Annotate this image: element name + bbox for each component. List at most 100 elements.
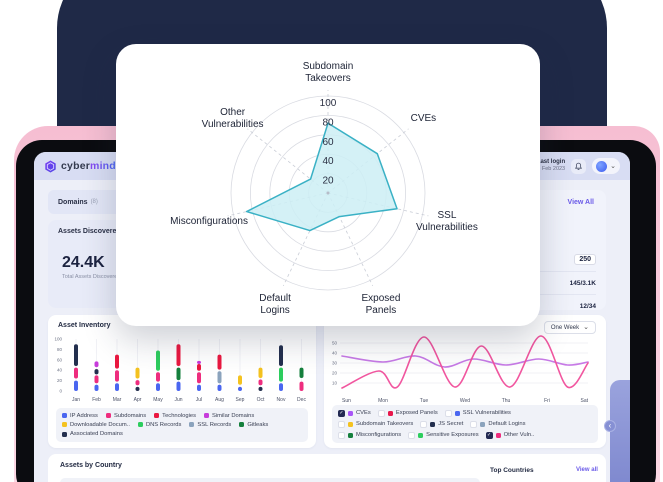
chevron-down-icon: ⌄ bbox=[610, 162, 616, 170]
trend-legend-item[interactable]: ✓ CVEs bbox=[338, 409, 371, 417]
legend-color-dot bbox=[204, 413, 210, 419]
svg-text:Tue: Tue bbox=[420, 398, 429, 404]
checkbox-checked[interactable]: ✓ bbox=[485, 431, 493, 439]
checkbox-unchecked[interactable] bbox=[408, 431, 416, 439]
trend-legend-item[interactable]: JS Secret bbox=[420, 420, 463, 428]
brand-logo: cybermindr bbox=[44, 159, 121, 173]
checkbox-checked[interactable]: ✓ bbox=[338, 409, 345, 417]
user-menu[interactable]: ⌄ bbox=[592, 158, 620, 174]
inventory-legend-item: Technologies bbox=[154, 413, 196, 419]
trend-legend-item[interactable]: ✓ Other Vuln.. bbox=[485, 431, 534, 439]
risk-radar-overlay-card: 20 40 60 80 100 Subdomain Takeovers CVEs SSL Vuln… bbox=[116, 44, 540, 326]
legend-label: Sensitive Exposures bbox=[426, 432, 479, 438]
trend-legend-item[interactable]: Misconfigurations bbox=[338, 431, 402, 439]
svg-text:40: 40 bbox=[322, 156, 334, 167]
legend-color-dot bbox=[430, 421, 436, 427]
radar-axis-label: Subdomain Takeovers bbox=[303, 61, 354, 84]
svg-text:Mar: Mar bbox=[113, 397, 122, 403]
svg-text:Oct: Oct bbox=[257, 397, 265, 403]
svg-text:30: 30 bbox=[332, 361, 338, 366]
inventory-legend-item: Downloadable Docum.. bbox=[62, 422, 130, 428]
asset-inventory-legend: IP Address Subdomains Technologies Similar … bbox=[56, 408, 308, 442]
radar-axis-label: Misconfigurations bbox=[170, 216, 248, 227]
svg-text:May: May bbox=[153, 397, 163, 403]
legend-color-dot bbox=[239, 422, 245, 428]
legend-label: Associated Domains bbox=[70, 431, 123, 438]
trend-legend-item[interactable]: SSL Vulnerabilities bbox=[444, 409, 511, 417]
legend-color-dot bbox=[348, 421, 353, 427]
svg-text:40: 40 bbox=[57, 368, 63, 373]
chevron-down-icon: ⌄ bbox=[583, 324, 589, 331]
legend-label: Misconfigurations bbox=[356, 432, 402, 438]
svg-text:Fri: Fri bbox=[544, 398, 550, 404]
domains-label: Domains bbox=[58, 198, 88, 206]
trend-legend-item[interactable]: Sensitive Exposures bbox=[408, 431, 479, 439]
checkbox-unchecked[interactable] bbox=[338, 420, 345, 428]
svg-text:Dec: Dec bbox=[297, 397, 306, 403]
last-login-label: Last login bbox=[536, 158, 566, 165]
domains-count: (8) bbox=[90, 199, 98, 205]
asset-inventory-bar-chart: 0 20 40 60 80 100 Jan Feb Mar Apr May Jun Jul Aug Sep O… bbox=[54, 337, 306, 404]
radar-axis-label: Other Vulnerabilities bbox=[202, 107, 264, 130]
avatar bbox=[596, 160, 608, 172]
svg-text:40: 40 bbox=[332, 351, 338, 356]
inventory-legend-item: DNS Records bbox=[137, 421, 182, 428]
brand-suffix: mindr bbox=[90, 160, 121, 172]
trend-legend-item[interactable]: Default Logins bbox=[470, 420, 525, 428]
legend-label: SSL Records bbox=[197, 421, 232, 428]
svg-text:Thu: Thu bbox=[502, 398, 511, 404]
checkbox-unchecked[interactable] bbox=[470, 420, 478, 428]
inventory-legend-item: SSL Records bbox=[189, 422, 231, 428]
svg-text:Sun: Sun bbox=[342, 398, 351, 404]
checkbox-unchecked[interactable] bbox=[444, 409, 452, 417]
top-countries-view-all-link[interactable]: View all bbox=[576, 467, 598, 473]
legend-label: Gitleaks bbox=[247, 421, 269, 428]
trend-legend-item[interactable]: Subdomain Takeovers bbox=[338, 420, 414, 428]
legend-color-dot bbox=[387, 410, 393, 416]
range-dropdown-value: One Week bbox=[550, 324, 580, 331]
assets-by-country-title: Assets by Country bbox=[60, 462, 122, 469]
svg-text:20: 20 bbox=[57, 378, 63, 383]
inventory-legend-item: Associated Domains bbox=[62, 431, 123, 437]
bell-icon bbox=[575, 162, 583, 170]
svg-text:Wed: Wed bbox=[460, 398, 470, 404]
legend-label: Similar Domains bbox=[212, 412, 255, 419]
svg-text:100: 100 bbox=[320, 98, 337, 109]
inventory-legend-item: Gitleaks bbox=[239, 422, 268, 428]
trend-legend: ✓ CVEs Exposed Panels SSL Vulnerabilities Su… bbox=[332, 405, 598, 443]
legend-color-dot bbox=[62, 413, 67, 419]
range-dropdown[interactable]: One Week ⌄ bbox=[543, 321, 596, 334]
svg-text:Jul: Jul bbox=[196, 397, 202, 403]
weekly-trend-card: One Week ⌄ 10 20 30 40 50 Sun Mon Tue Wed Thu Fri S… bbox=[324, 315, 606, 448]
radar-axis-label: SSL Vulnerabilities bbox=[416, 210, 478, 233]
radar-axis-label: CVEs bbox=[411, 113, 437, 124]
legend-label: Downloadable Docum.. bbox=[70, 421, 130, 428]
svg-text:20: 20 bbox=[332, 371, 338, 376]
trend-legend-item[interactable]: Exposed Panels bbox=[377, 409, 438, 417]
findings-row-value: 12/34 bbox=[579, 302, 596, 310]
checkbox-unchecked[interactable] bbox=[420, 420, 428, 428]
legend-color-dot bbox=[495, 432, 501, 438]
weekly-trend-line-chart: 10 20 30 40 50 Sun Mon Tue Wed Thu Fri Sat bbox=[332, 335, 589, 404]
notifications-button[interactable] bbox=[571, 158, 587, 174]
legend-color-dot bbox=[62, 431, 67, 437]
svg-text:0: 0 bbox=[59, 389, 62, 394]
svg-text:80: 80 bbox=[322, 117, 334, 128]
legend-label: DNS Records bbox=[145, 421, 182, 428]
svg-text:Nov: Nov bbox=[277, 397, 286, 403]
radar-axis-label: Exposed Panels bbox=[361, 293, 400, 316]
legend-label: Subdomain Takeovers bbox=[356, 421, 414, 427]
view-all-link[interactable]: View All bbox=[567, 199, 594, 206]
assets-discovered-value: 24.4K bbox=[62, 254, 105, 271]
checkbox-unchecked[interactable] bbox=[377, 409, 385, 417]
last-login-date: 16 Feb 2023 bbox=[534, 166, 566, 173]
checkbox-unchecked[interactable] bbox=[338, 431, 345, 439]
inventory-legend-item: IP Address bbox=[62, 413, 98, 419]
legend-color-dot bbox=[137, 422, 143, 428]
brand-hexagon-icon bbox=[45, 159, 56, 173]
svg-text:Jan: Jan bbox=[72, 397, 80, 403]
expand-panel-button[interactable]: ‹ bbox=[604, 420, 616, 432]
assets-discovered-title: Assets Discovered bbox=[58, 228, 121, 235]
inventory-legend-item: Similar Domains bbox=[204, 413, 254, 419]
